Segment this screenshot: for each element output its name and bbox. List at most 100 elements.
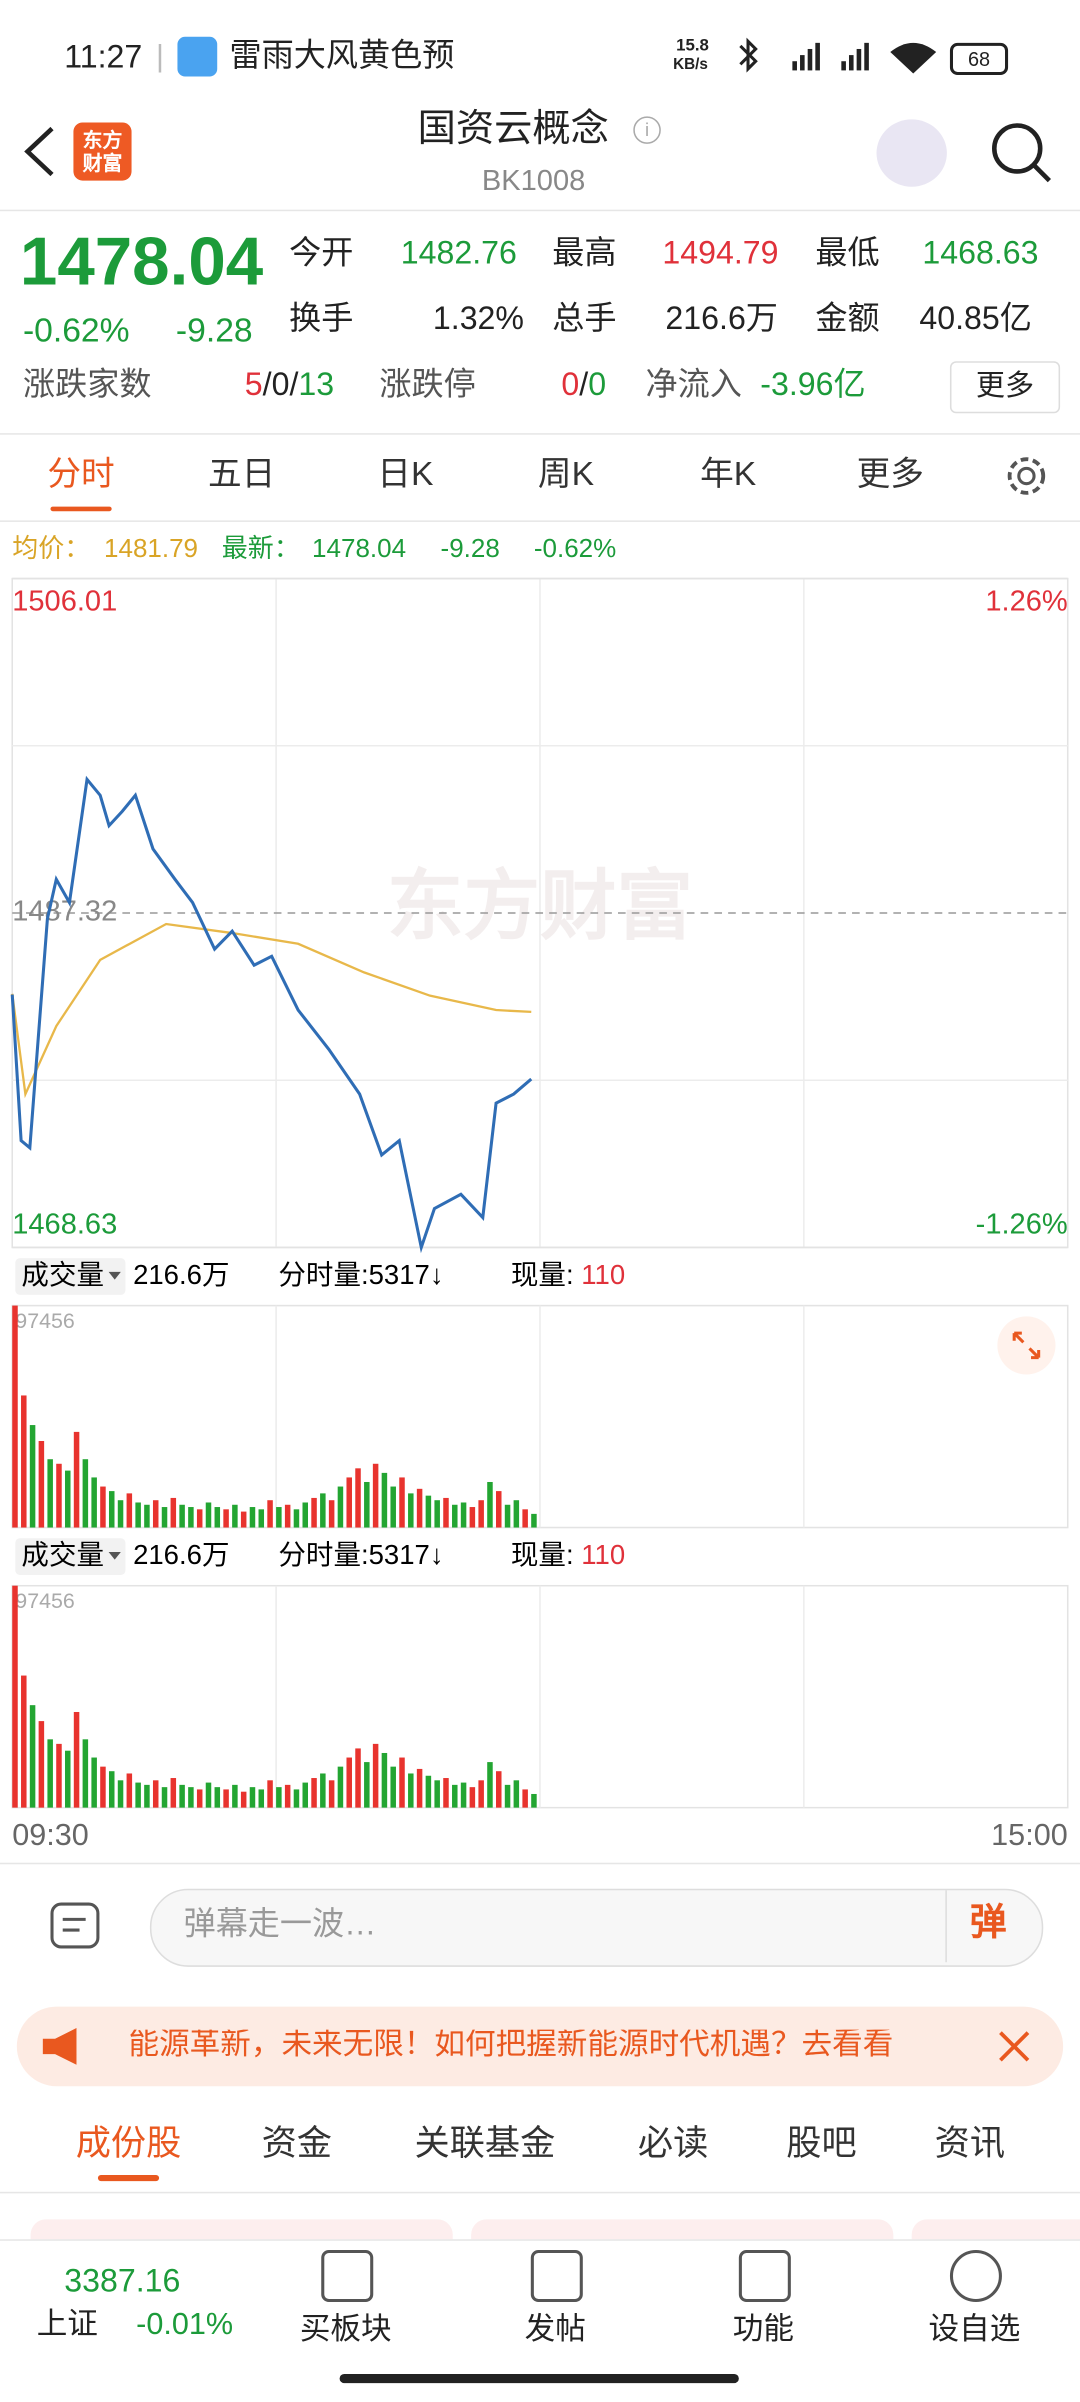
battery: 68 [949, 42, 1009, 75]
tab[interactable]: 日K [377, 454, 434, 493]
volume-bar [29, 1705, 36, 1808]
volume-bar [408, 1493, 414, 1528]
time: 11:27 [64, 39, 143, 75]
volume-bar [443, 1778, 449, 1808]
field-value: 40.85亿 [919, 301, 1032, 337]
volume-bar [179, 1504, 185, 1528]
volume-bar [65, 1470, 71, 1528]
field-label: 今开 [289, 235, 354, 271]
index-value[interactable]: 3387.16 [64, 2263, 181, 2299]
danmaku-button[interactable]: 弹 [969, 1902, 1007, 1944]
volume-bar [82, 1739, 89, 1808]
volume-bar [223, 1509, 229, 1528]
section-tab[interactable]: 资金 [261, 2122, 332, 2163]
nav-icon[interactable] [530, 2249, 583, 2303]
volume-bar [196, 1789, 203, 1808]
volume-bar [170, 1497, 177, 1528]
section-tab[interactable]: 股吧 [786, 2122, 857, 2163]
tab[interactable]: 周K [537, 454, 595, 493]
index-change: -0.01% [136, 2308, 234, 2342]
nav-icon[interactable] [949, 2249, 1002, 2303]
nav-icon[interactable] [321, 2249, 374, 2303]
field-label: 金额 [815, 301, 880, 337]
volume-bar [346, 1477, 352, 1528]
avatar[interactable] [876, 119, 947, 187]
slash: / [579, 367, 589, 403]
y-tick-label: 97456 [15, 1309, 75, 1333]
danmaku-icon[interactable] [46, 1898, 107, 1956]
y2-tick-label: 1.26% [985, 586, 1067, 618]
nav-label[interactable]: 功能 [732, 2312, 794, 2347]
volume-bar [469, 1507, 476, 1528]
weather-icon [177, 36, 218, 77]
back-button[interactable] [18, 126, 64, 178]
volume-bar [390, 1766, 396, 1808]
nav-label[interactable]: 发帖 [524, 2312, 586, 2347]
section-tab[interactable]: 资讯 [934, 2122, 1006, 2163]
volume-bar [65, 1750, 71, 1808]
volume-bar [126, 1493, 133, 1528]
current-label: 现量: [511, 1259, 574, 1290]
y-tick-label: 1468.63 [12, 1209, 117, 1241]
volume-bar [416, 1488, 423, 1528]
field-value: 1482.76 [400, 235, 517, 271]
volume-bar [284, 1504, 291, 1528]
section-tab[interactable]: 成份股 [75, 2122, 182, 2163]
volume-bar [408, 1773, 414, 1808]
volume-bar [196, 1509, 203, 1528]
up-count: 5 [244, 367, 263, 403]
volume-bar [320, 1773, 326, 1808]
section-indicator [97, 2174, 160, 2182]
volume-bar [434, 1780, 440, 1808]
volume-bar [460, 1502, 467, 1528]
volume-bar [12, 1585, 18, 1808]
more-button[interactable]: 更多 [949, 361, 1061, 414]
expand-button[interactable] [997, 1316, 1056, 1375]
field-value: 1494.79 [662, 235, 779, 271]
banner[interactable] [16, 2006, 1064, 2087]
sep [945, 1890, 947, 1963]
tab[interactable]: 更多 [856, 454, 924, 493]
info-icon[interactable]: i [633, 116, 661, 144]
settings-button[interactable] [1000, 450, 1052, 502]
volume-bar [276, 1507, 282, 1528]
volume-bar [337, 1486, 344, 1528]
volume-bar [372, 1743, 379, 1808]
volume-bar [214, 1507, 221, 1528]
close-button[interactable] [994, 2027, 1034, 2067]
danmaku-input[interactable] [149, 1888, 1044, 1967]
section-tab[interactable]: 必读 [637, 2122, 709, 2163]
volume-bar [188, 1507, 194, 1528]
volume-bar [434, 1500, 440, 1528]
volume-bar [152, 1500, 159, 1528]
field-value: 216.6万 [665, 301, 778, 337]
volume-bar [487, 1762, 493, 1808]
section-tab[interactable]: 关联基金 [414, 2122, 556, 2163]
divider [0, 2191, 1080, 2194]
nav-icon[interactable] [738, 2249, 791, 2303]
logo-line: 东方 [82, 128, 123, 152]
x-tick-label: 09:30 [12, 1818, 89, 1852]
volume-bar [108, 1771, 115, 1808]
search-button[interactable] [988, 119, 1055, 186]
nav-label[interactable]: 设自选 [928, 2312, 1021, 2347]
volume-bar [47, 1739, 53, 1808]
current-value: 110 [581, 1259, 625, 1290]
volume-selector [15, 1538, 126, 1575]
field-label: 最高 [552, 235, 617, 271]
danmaku-placeholder: 弹幕走一波… [183, 1907, 377, 1943]
volume-bar [425, 1495, 432, 1528]
tab[interactable]: 分时 [47, 454, 115, 493]
volume-selector [15, 1258, 126, 1295]
volume-bar [311, 1778, 317, 1808]
minute-volume: 分时量:5317↓ [278, 1259, 443, 1290]
volume-bar [47, 1459, 53, 1528]
volume-bar [513, 1500, 520, 1528]
volume-bar [469, 1787, 476, 1808]
volume-bar [416, 1768, 423, 1808]
tab[interactable]: 年K [700, 454, 757, 493]
nav-label[interactable]: 买板块 [299, 2312, 392, 2347]
volume-bar [258, 1789, 265, 1808]
tab[interactable]: 五日 [208, 454, 276, 493]
logo-line: 财富 [82, 151, 123, 175]
